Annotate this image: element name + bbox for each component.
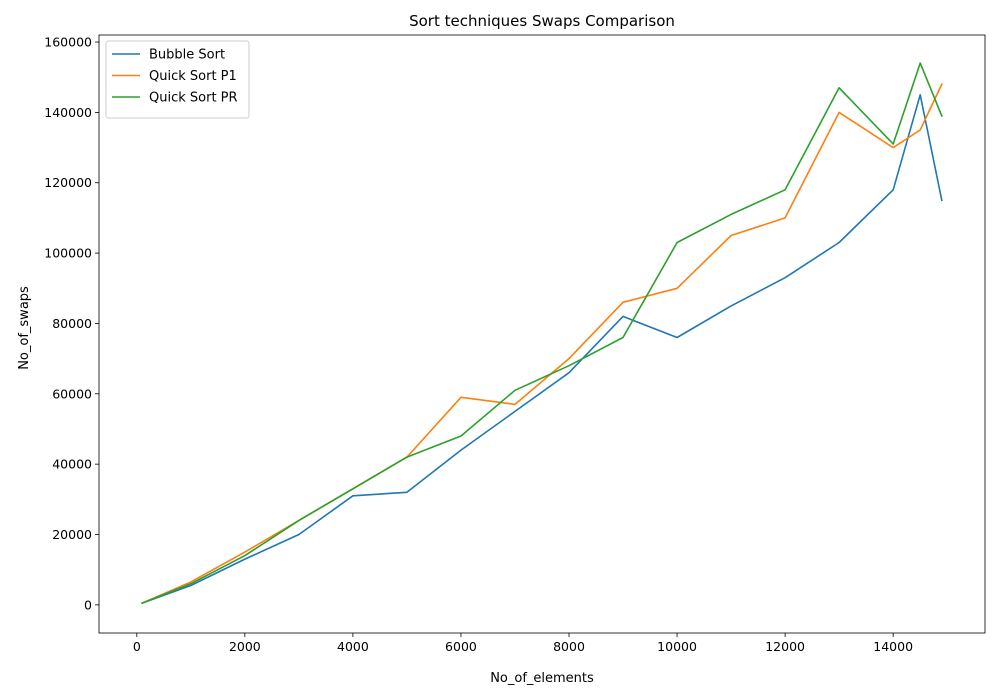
legend: Bubble Sort Quick Sort P1 Quick Sort PR [105, 40, 250, 119]
y-tick-label: 160000 [44, 35, 92, 50]
chart-title: Sort techniques Swaps Comparison [409, 12, 675, 30]
x-tick-label: 2000 [229, 639, 261, 654]
series-line-quick-sort-p1 [141, 83, 943, 605]
y-tick-label: 120000 [44, 175, 92, 190]
x-tick-label: 14000 [873, 639, 913, 654]
y-tick-label: 0 [84, 597, 92, 612]
axes-frame [98, 34, 986, 634]
x-tick-label: 8000 [553, 639, 585, 654]
y-tick-label: 40000 [52, 457, 92, 472]
x-tick-label: 12000 [765, 639, 805, 654]
x-axis-label: No_of_elements [490, 671, 594, 686]
x-tick-label: 6000 [445, 639, 477, 654]
x-tick-label: 10000 [657, 639, 697, 654]
y-axis-label: No_of_swaps [17, 286, 32, 370]
y-tick-label: 140000 [44, 105, 92, 120]
legend-entry-label: Quick Sort PR [149, 91, 238, 106]
y-tick-label: 100000 [44, 246, 92, 261]
legend-entry-label: Quick Sort P1 [149, 69, 237, 84]
series-line-bubble-sort [141, 94, 943, 605]
y-tick-label: 20000 [52, 527, 92, 542]
plot-area: 0 2000 4000 6000 8000 10000 12000 1400002000040… [44, 34, 986, 654]
legend-box [105, 40, 250, 119]
y-tick-label: 80000 [52, 316, 92, 331]
x-tick-label: 4000 [337, 639, 369, 654]
y-tick-label: 60000 [52, 386, 92, 401]
x-tick-label: 0 [133, 639, 141, 654]
legend-entry-label: Bubble Sort [149, 48, 225, 63]
series-line-quick-sort-pr [141, 62, 943, 605]
